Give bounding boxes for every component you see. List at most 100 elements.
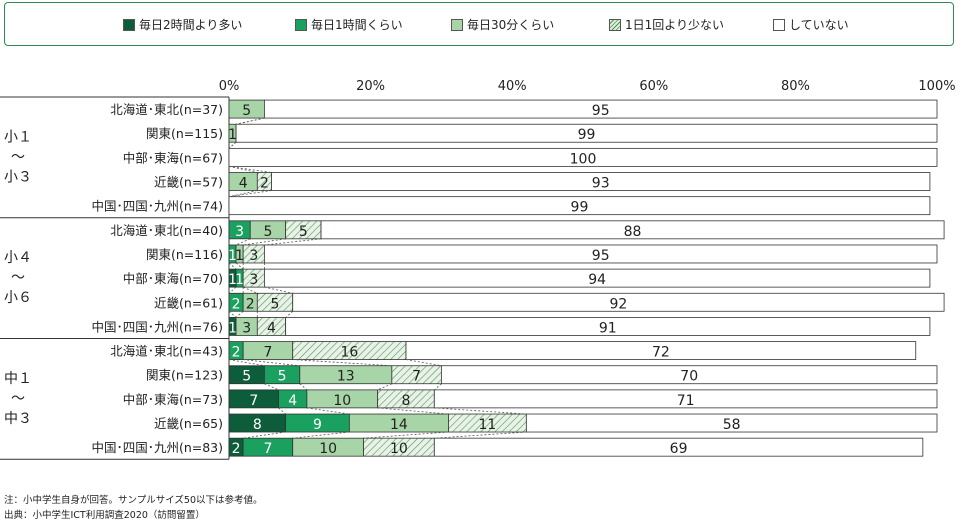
bar-segment xyxy=(271,172,931,191)
connector-line xyxy=(243,359,300,367)
data-label: 10 xyxy=(390,441,408,457)
bar-segment xyxy=(320,220,945,240)
data-label: 100 xyxy=(570,151,597,167)
group-label: ～ xyxy=(11,391,25,407)
data-label: 7 xyxy=(263,345,272,361)
bar-segment xyxy=(405,341,917,360)
bar-segment xyxy=(285,317,931,336)
bar-segment xyxy=(292,292,945,312)
bar-segment xyxy=(525,413,938,433)
connector-line xyxy=(228,286,237,294)
bar-segment xyxy=(263,99,938,119)
connector-line xyxy=(228,190,272,198)
connector-line xyxy=(306,407,350,415)
data-label: 71 xyxy=(677,393,695,409)
legend-swatch-30m xyxy=(451,18,463,31)
connector-line xyxy=(377,407,449,415)
data-label: 95 xyxy=(592,248,610,264)
connector-line xyxy=(243,286,258,294)
connector-line xyxy=(228,165,272,173)
legend-label: 毎日2時間より多い xyxy=(139,18,243,32)
connector-line xyxy=(243,238,286,246)
data-label: 91 xyxy=(599,320,617,336)
data-label: 9 xyxy=(313,417,322,433)
group-label: ～ xyxy=(11,270,25,286)
data-label: 2 xyxy=(246,296,255,312)
legend-label: 毎日30分くらい xyxy=(467,18,555,32)
bar-segment xyxy=(440,365,938,385)
category-label: 関東(n=123) xyxy=(146,368,223,383)
connector-line xyxy=(264,286,293,294)
legend-swatch-less xyxy=(609,18,621,31)
data-label: 3 xyxy=(235,224,244,240)
legend-item: 毎日1時間くらい xyxy=(295,16,403,33)
group-label: 中１ xyxy=(4,371,32,387)
connector-line xyxy=(278,407,286,415)
group-label: 小３ xyxy=(4,169,32,185)
data-label: 3 xyxy=(242,320,251,336)
category-label: 近畿(n=61) xyxy=(154,295,223,310)
connector-line xyxy=(235,238,251,246)
legend-label: 毎日1時間くらい xyxy=(311,18,403,32)
data-label: 8 xyxy=(253,417,262,433)
legend-item: していない xyxy=(773,16,849,33)
connector-line xyxy=(285,310,293,318)
category-label: 関東(n=116) xyxy=(146,247,223,262)
bar-segment xyxy=(433,437,924,457)
category-label: 中部･東海(n=73) xyxy=(123,392,223,407)
category-label: 近畿(n=65) xyxy=(154,416,223,431)
data-label: 99 xyxy=(578,127,596,143)
data-label: 10 xyxy=(319,441,337,457)
data-label: 10 xyxy=(333,393,351,409)
connector-line xyxy=(377,383,392,391)
data-label: 92 xyxy=(609,296,627,312)
data-label: 11 xyxy=(479,417,497,433)
data-label: 7 xyxy=(249,393,258,409)
data-label: 2 xyxy=(232,296,241,312)
legend: 毎日2時間より多い 毎日1時間くらい 毎日30分くらい 1日1回より少ない して… xyxy=(4,2,954,46)
legend-swatch-2h xyxy=(123,18,135,31)
data-label: 4 xyxy=(239,176,248,192)
data-label: 3 xyxy=(249,248,258,264)
data-label: 88 xyxy=(624,224,642,240)
connector-line xyxy=(235,117,265,125)
connector-line xyxy=(228,310,237,318)
data-label: 13 xyxy=(337,369,355,385)
legend-label: していない xyxy=(789,18,849,32)
footnote: 注：小中学生自身が回答。サンプルサイズ50以下は参考値。 xyxy=(4,495,263,506)
bar-segment xyxy=(228,196,931,216)
data-label: 94 xyxy=(588,272,606,288)
category-label: 近畿(n=57) xyxy=(154,175,223,190)
connector-line xyxy=(228,359,265,367)
connector-line xyxy=(434,407,527,415)
connector-line xyxy=(292,431,350,439)
data-label: 1 xyxy=(235,272,244,288)
connector-line xyxy=(228,262,237,270)
connector-line xyxy=(264,383,279,391)
connector-line xyxy=(299,383,308,391)
group-label: ～ xyxy=(11,149,25,165)
data-label: 5 xyxy=(242,103,251,119)
data-label: 70 xyxy=(680,369,698,385)
data-label: 3 xyxy=(249,272,258,288)
connector-line xyxy=(434,383,442,391)
data-label: 5 xyxy=(299,224,308,240)
data-label: 69 xyxy=(670,441,688,457)
category-label: 北海道･東北(n=43) xyxy=(110,344,223,359)
data-label: 4 xyxy=(267,320,276,336)
bar-segment xyxy=(235,123,938,143)
data-label: 72 xyxy=(652,345,670,361)
category-label: 北海道･東北(n=40) xyxy=(110,223,223,238)
connector-line xyxy=(243,431,286,439)
data-label: 1 xyxy=(228,320,237,336)
bar-segment xyxy=(263,244,938,264)
data-label: 1 xyxy=(228,248,237,264)
x-tick-label: 0% xyxy=(219,79,240,94)
data-label: 5 xyxy=(278,369,287,385)
data-label: 1 xyxy=(228,272,237,288)
data-label: 7 xyxy=(412,369,421,385)
data-label: 14 xyxy=(390,417,408,433)
bar-segment xyxy=(228,147,938,167)
group-label: 小１ xyxy=(4,129,32,145)
data-label: 99 xyxy=(571,200,589,216)
